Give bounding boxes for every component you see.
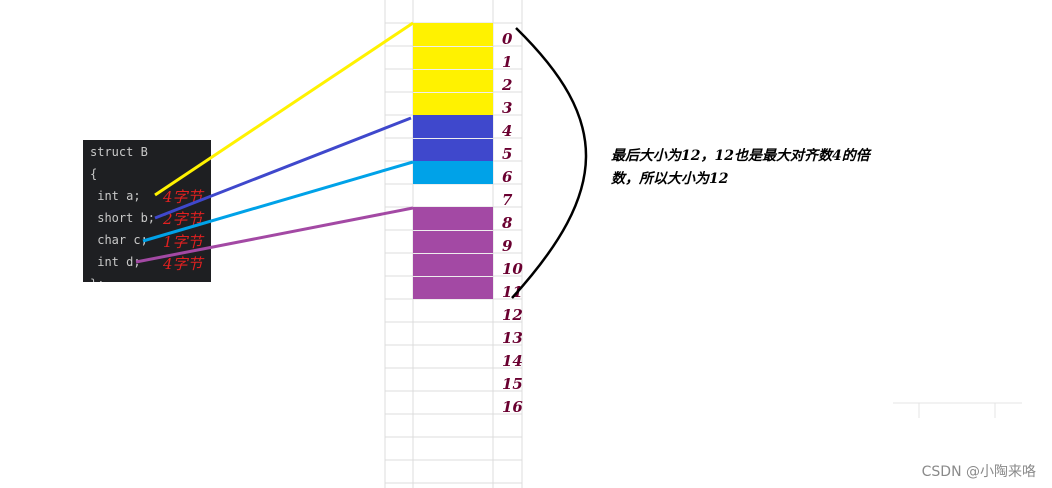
offset-label: 6 (502, 168, 513, 186)
code-line: char c; (90, 233, 148, 247)
code-line: { (90, 167, 98, 181)
code-line: }; (90, 277, 104, 282)
offset-label: 5 (502, 145, 512, 163)
connector-d (135, 206, 414, 264)
offset-label: 12 (502, 306, 523, 324)
offset-label: 15 (502, 375, 523, 393)
offset-label: 14 (502, 352, 523, 370)
connector-a (154, 21, 414, 197)
offset-label: 10 (502, 260, 523, 278)
size-label-c: 1字节 (163, 233, 203, 251)
memory-cell-b (413, 115, 493, 138)
memory-cell-a (413, 70, 493, 92)
memory-cell-b (413, 139, 493, 161)
offset-label: 7 (502, 191, 513, 209)
code-line: short b; (90, 211, 156, 225)
memory-cell-a (413, 23, 493, 46)
memory-cell-d (413, 254, 493, 276)
memory-cell-a (413, 93, 493, 115)
watermark: CSDN @小陶来咯 (921, 464, 1036, 480)
size-label-a: 4字节 (163, 188, 203, 206)
code-line: struct B (90, 145, 148, 159)
connector-c (142, 160, 414, 243)
note-line: 最后大小为12，12也是最大对齐数4的倍 (611, 148, 870, 164)
code-line: int a; (90, 189, 141, 203)
offset-label: 16 (502, 398, 523, 416)
offset-label: 8 (502, 214, 513, 232)
offset-label: 3 (502, 99, 512, 117)
memory-cell-c (413, 161, 493, 184)
memory-cell-a (413, 47, 493, 69)
offset-label: 11 (502, 283, 523, 301)
offset-label: 1 (502, 53, 512, 71)
note-line: 数，所以大小为12 (611, 171, 729, 187)
offset-label: 4 (502, 122, 512, 140)
size-note: 最后大小为12，12也是最大对齐数4的倍 数，所以大小为12 (611, 145, 971, 191)
size-label-d: 4字节 (163, 255, 203, 273)
offset-label: 0 (502, 30, 513, 48)
code-line: int d; (90, 255, 141, 269)
brace-curve (511, 27, 588, 299)
memory-cell-d (413, 231, 493, 253)
memory-cell-d (413, 207, 493, 230)
connector-b (154, 116, 412, 220)
size-label-b: 2字节 (163, 210, 203, 228)
offset-label: 13 (502, 329, 523, 347)
offset-label: 9 (502, 237, 513, 255)
memory-cell-d (413, 277, 493, 299)
offset-label: 2 (501, 76, 512, 94)
